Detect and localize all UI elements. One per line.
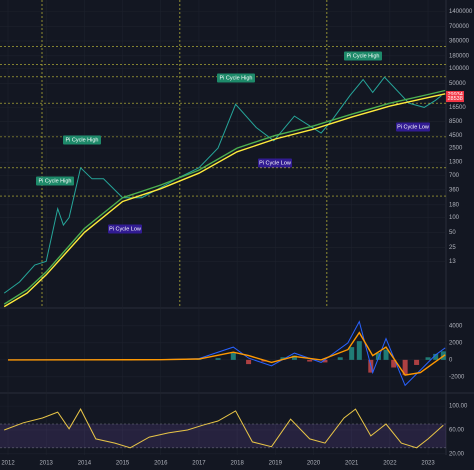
- histogram-bar: [433, 353, 439, 360]
- pi-cycle-low-label: Pi Cycle Low: [396, 122, 430, 132]
- y-tick-label: 0: [449, 357, 453, 363]
- series-line: [4, 408, 444, 449]
- histogram-bar: [291, 355, 297, 360]
- y-tick-label: -2000: [449, 374, 465, 380]
- y-tick-label: 4000: [449, 323, 463, 329]
- price-label: 28538: [448, 96, 463, 102]
- histogram-bar: [414, 359, 420, 365]
- label-box: [36, 176, 74, 186]
- label-box: [396, 122, 430, 132]
- x-tick-label: 2013: [40, 461, 54, 467]
- y-tick-label: 16500: [449, 105, 466, 111]
- label-box: [344, 51, 382, 61]
- series-line: [3, 76, 442, 294]
- x-tick-label: 2019: [269, 461, 283, 467]
- pi-cycle-high-label: Pi Cycle High: [63, 135, 101, 145]
- label-box: [217, 73, 255, 83]
- y-tick-label: 2500: [449, 146, 463, 152]
- histogram-bar: [215, 358, 221, 360]
- y-tick-label: 60.00: [449, 428, 465, 434]
- y-tick-label: 1400000: [449, 9, 473, 15]
- x-tick-label: 2012: [1, 461, 15, 467]
- pi-cycle-high-label: Pi Cycle High: [217, 73, 255, 83]
- histogram-bar: [356, 341, 362, 360]
- pi-cycle-high-label: Pi Cycle High: [36, 176, 74, 186]
- histogram-bar: [375, 353, 381, 360]
- x-tick-label: 2018: [230, 461, 244, 467]
- x-tick-label: 2015: [116, 461, 130, 467]
- histogram-bar: [307, 359, 313, 362]
- label-box: [63, 135, 101, 145]
- label-text: Pi Cycle High: [219, 75, 252, 81]
- histogram-bar: [337, 357, 343, 360]
- y-tick-label: 100000: [449, 66, 470, 72]
- y-tick-label: 180: [449, 202, 460, 208]
- y-tick-label: 360: [449, 187, 460, 193]
- y-tick-label: 20.00: [449, 451, 465, 457]
- label-text: Pi Cycle High: [346, 53, 379, 59]
- y-tick-label: 50: [449, 230, 456, 236]
- label-text: Pi Cycle Low: [397, 124, 429, 130]
- price-label-box: [446, 91, 464, 99]
- x-tick-label: 2023: [421, 461, 435, 467]
- x-tick-label: 2020: [307, 461, 321, 467]
- histogram-bar: [322, 359, 328, 363]
- label-text: Pi Cycle Low: [259, 160, 291, 166]
- price-label: 29934: [448, 92, 463, 98]
- y-tick-label: 4500: [449, 133, 463, 139]
- x-tick-label: 2016: [154, 461, 168, 467]
- price-label-box: [446, 95, 464, 103]
- y-tick-label: 180000: [449, 53, 470, 59]
- x-tick-label: 2017: [192, 461, 206, 467]
- y-tick-label: 700: [449, 173, 460, 179]
- series-line: [3, 89, 446, 305]
- rsi-band: [0, 424, 446, 448]
- label-box: [108, 224, 142, 234]
- x-tick-label: 2022: [383, 461, 397, 467]
- y-tick-label: 700000: [449, 24, 470, 30]
- label-text: Pi Cycle High: [38, 178, 71, 184]
- histogram-bar: [349, 347, 355, 360]
- x-tick-label: 2014: [78, 461, 92, 467]
- histogram-bar: [246, 359, 252, 365]
- y-tick-label: 100: [449, 215, 460, 221]
- x-tick-label: 2021: [345, 461, 359, 467]
- pi-cycle-high-label: Pi Cycle High: [344, 51, 382, 61]
- series-line: [3, 93, 446, 308]
- y-tick-label: 8500: [449, 119, 463, 125]
- label-box: [258, 158, 292, 168]
- y-tick-label: 2000: [449, 340, 463, 346]
- series-line: [7, 331, 446, 376]
- pi-cycle-low-label: Pi Cycle Low: [258, 158, 292, 168]
- label-text: Pi Cycle High: [65, 137, 98, 143]
- y-tick-label: 360000: [449, 38, 470, 44]
- label-text: Pi Cycle Low: [109, 226, 141, 232]
- histogram-bar: [230, 352, 236, 360]
- histogram-bar: [425, 357, 431, 360]
- y-tick-label: 25: [449, 245, 456, 251]
- histogram-bar: [402, 359, 408, 376]
- histogram-bar: [383, 349, 389, 360]
- histogram-bar: [280, 357, 286, 360]
- histogram-bar: [391, 359, 397, 368]
- y-tick-label: 100.00: [449, 404, 468, 410]
- y-tick-label: 50000: [449, 81, 466, 87]
- y-tick-label: 13: [449, 259, 456, 265]
- pi-cycle-low-label: Pi Cycle Low: [108, 224, 142, 234]
- y-tick-label: 1300: [449, 160, 463, 166]
